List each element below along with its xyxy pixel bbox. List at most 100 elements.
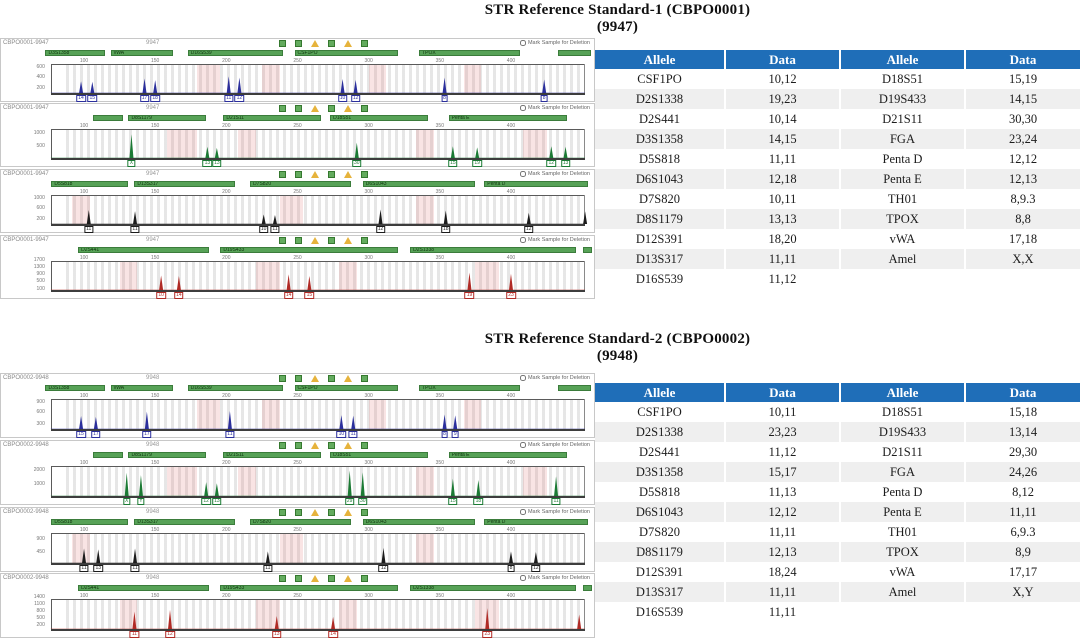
plot-right-border	[584, 261, 586, 291]
allele-cell: CSF1PO	[637, 71, 682, 86]
electropherogram-panel: CBPO0001-9947 9947 Mark Sample for Deletio…	[0, 103, 595, 167]
pass-flag-icon	[279, 40, 286, 47]
data-cell: X,X	[964, 249, 1080, 269]
data-cell: 12,18	[724, 169, 840, 189]
x-tick-label: 300	[364, 123, 373, 129]
deletion-checkbox[interactable]	[519, 375, 526, 381]
y-tick-label: 900	[36, 271, 45, 278]
marker-bar: vWA	[110, 385, 173, 391]
x-tick-label: 100	[79, 593, 89, 599]
bin-highlight-band	[255, 262, 280, 290]
data-cell: 13,13	[724, 209, 840, 229]
deletion-checkbox[interactable]	[519, 105, 526, 111]
allele-label: 18	[440, 226, 451, 233]
marker-bar: Penta D	[484, 519, 589, 525]
x-tick-label: 350	[435, 189, 444, 195]
plot-area: 100 150 200 250 300 350 400 600 400 200 14 15 17 18 11…	[1, 57, 594, 102]
x-tick-label: 400	[506, 123, 516, 129]
allele-label: 11	[224, 95, 234, 102]
deletion-checkbox[interactable]	[519, 171, 526, 177]
allele-label: 12	[531, 565, 541, 572]
deletion-checkbox-group: Mark Sample for Deletion	[519, 171, 590, 177]
x-axis	[51, 195, 586, 196]
data-cell	[964, 269, 1080, 289]
marker-bar-row: D2S441 D19S433 D2S1338	[1, 584, 594, 592]
x-axis	[51, 599, 586, 600]
marker-bar: D3S1358	[45, 385, 105, 391]
bin-highlight-band	[416, 130, 434, 158]
sample-label: CBPO0001-9947	[3, 105, 49, 111]
allele-label: 14	[283, 292, 294, 299]
pass-flag-icon	[279, 237, 286, 244]
peak-trace	[50, 272, 586, 290]
data-cell: 11,11	[964, 502, 1080, 522]
allele-table: Allele Data Allele Data CSF1PO 10,12 D18S51 15,…	[595, 50, 1080, 289]
allele-label: 23	[482, 631, 493, 638]
data-cell: 12,12	[724, 502, 840, 522]
pass-flag-icon	[279, 575, 286, 582]
plot-area: 100 150 200 250 300 350 400 1400 1100 800 500 200 11…	[1, 592, 594, 638]
x-tick-label: 300	[364, 527, 373, 533]
allele-cell: D3S1358	[595, 462, 725, 482]
deletion-checkbox[interactable]	[519, 442, 526, 448]
deletion-checkbox-label: Mark Sample for Deletion	[527, 442, 590, 448]
bin-highlight-band	[196, 400, 221, 429]
y-tick-label: 1000	[33, 194, 45, 201]
allele-cell: TH01	[839, 189, 965, 209]
allele-cell: D2S1338	[595, 89, 725, 109]
bin-highlight-band	[279, 534, 304, 563]
allele-label: 11	[225, 431, 235, 438]
allele-label: 8	[540, 95, 548, 102]
marker-bar: D6S1043	[362, 181, 476, 187]
allele-label: 14	[174, 292, 184, 299]
allele-cell: D6S1043	[595, 502, 725, 522]
y-tick-label: 800	[36, 607, 45, 614]
warning-flag-icon	[311, 375, 319, 382]
x-tick-label: 350	[435, 593, 444, 599]
marker-bar: Penta D	[484, 181, 589, 187]
allele-label: 13	[212, 498, 222, 505]
deletion-checkbox[interactable]	[519, 237, 526, 243]
bin-highlight-band	[475, 262, 500, 290]
allele-label: 18	[473, 498, 484, 505]
data-cell: 15,19	[964, 69, 1080, 89]
table-row: D5S818 11,13 Penta D 8,12	[595, 482, 1080, 502]
warning-flag-icon	[344, 375, 352, 382]
x-axis	[51, 399, 586, 400]
x-tick-label: 400	[506, 189, 516, 195]
x-tick-label: 250	[293, 527, 302, 533]
pass-flag-icon	[328, 171, 335, 178]
quality-status-icons	[279, 442, 368, 449]
sample-sub-label: 9948	[146, 575, 160, 581]
data-cell: 11,11	[724, 582, 840, 602]
deletion-checkbox[interactable]	[519, 40, 526, 46]
deletion-checkbox-group: Mark Sample for Deletion	[519, 40, 590, 46]
plot-right-border	[584, 599, 586, 630]
warning-flag-icon	[311, 40, 319, 47]
x-tick-label: 300	[364, 593, 373, 599]
warning-flag-icon	[344, 575, 352, 582]
deletion-checkbox[interactable]	[519, 575, 526, 581]
sample-label: CBPO0002-9948	[3, 509, 49, 515]
pass-flag-icon	[328, 442, 335, 449]
marker-bar: D6S1043	[362, 519, 476, 525]
allele-cell: Penta E	[839, 169, 965, 189]
deletion-checkbox[interactable]	[519, 509, 526, 515]
allele-cell: D12S391	[635, 231, 684, 246]
warning-flag-icon	[344, 171, 352, 178]
allele-label: 15	[76, 431, 86, 438]
section-2-title: STR Reference Standard-2 (CBPO0002)	[484, 331, 751, 347]
x-tick-label: 300	[364, 393, 373, 399]
y-tick-label: 1100	[34, 600, 45, 607]
allele-cell: D16S539	[635, 271, 684, 286]
pass-flag-icon	[328, 575, 335, 582]
x-tick-label: 350	[435, 255, 444, 261]
sample-sub-label: 9948	[146, 442, 160, 448]
data-cell: 18,20	[724, 229, 840, 249]
y-tick-label: 900	[36, 398, 45, 405]
data-cell: 14,15	[724, 129, 840, 149]
allele-cell: TPOX	[839, 209, 965, 229]
x-tick-label: 100	[79, 527, 89, 533]
data-cell: 11,13	[724, 482, 840, 502]
baseline	[51, 563, 586, 565]
